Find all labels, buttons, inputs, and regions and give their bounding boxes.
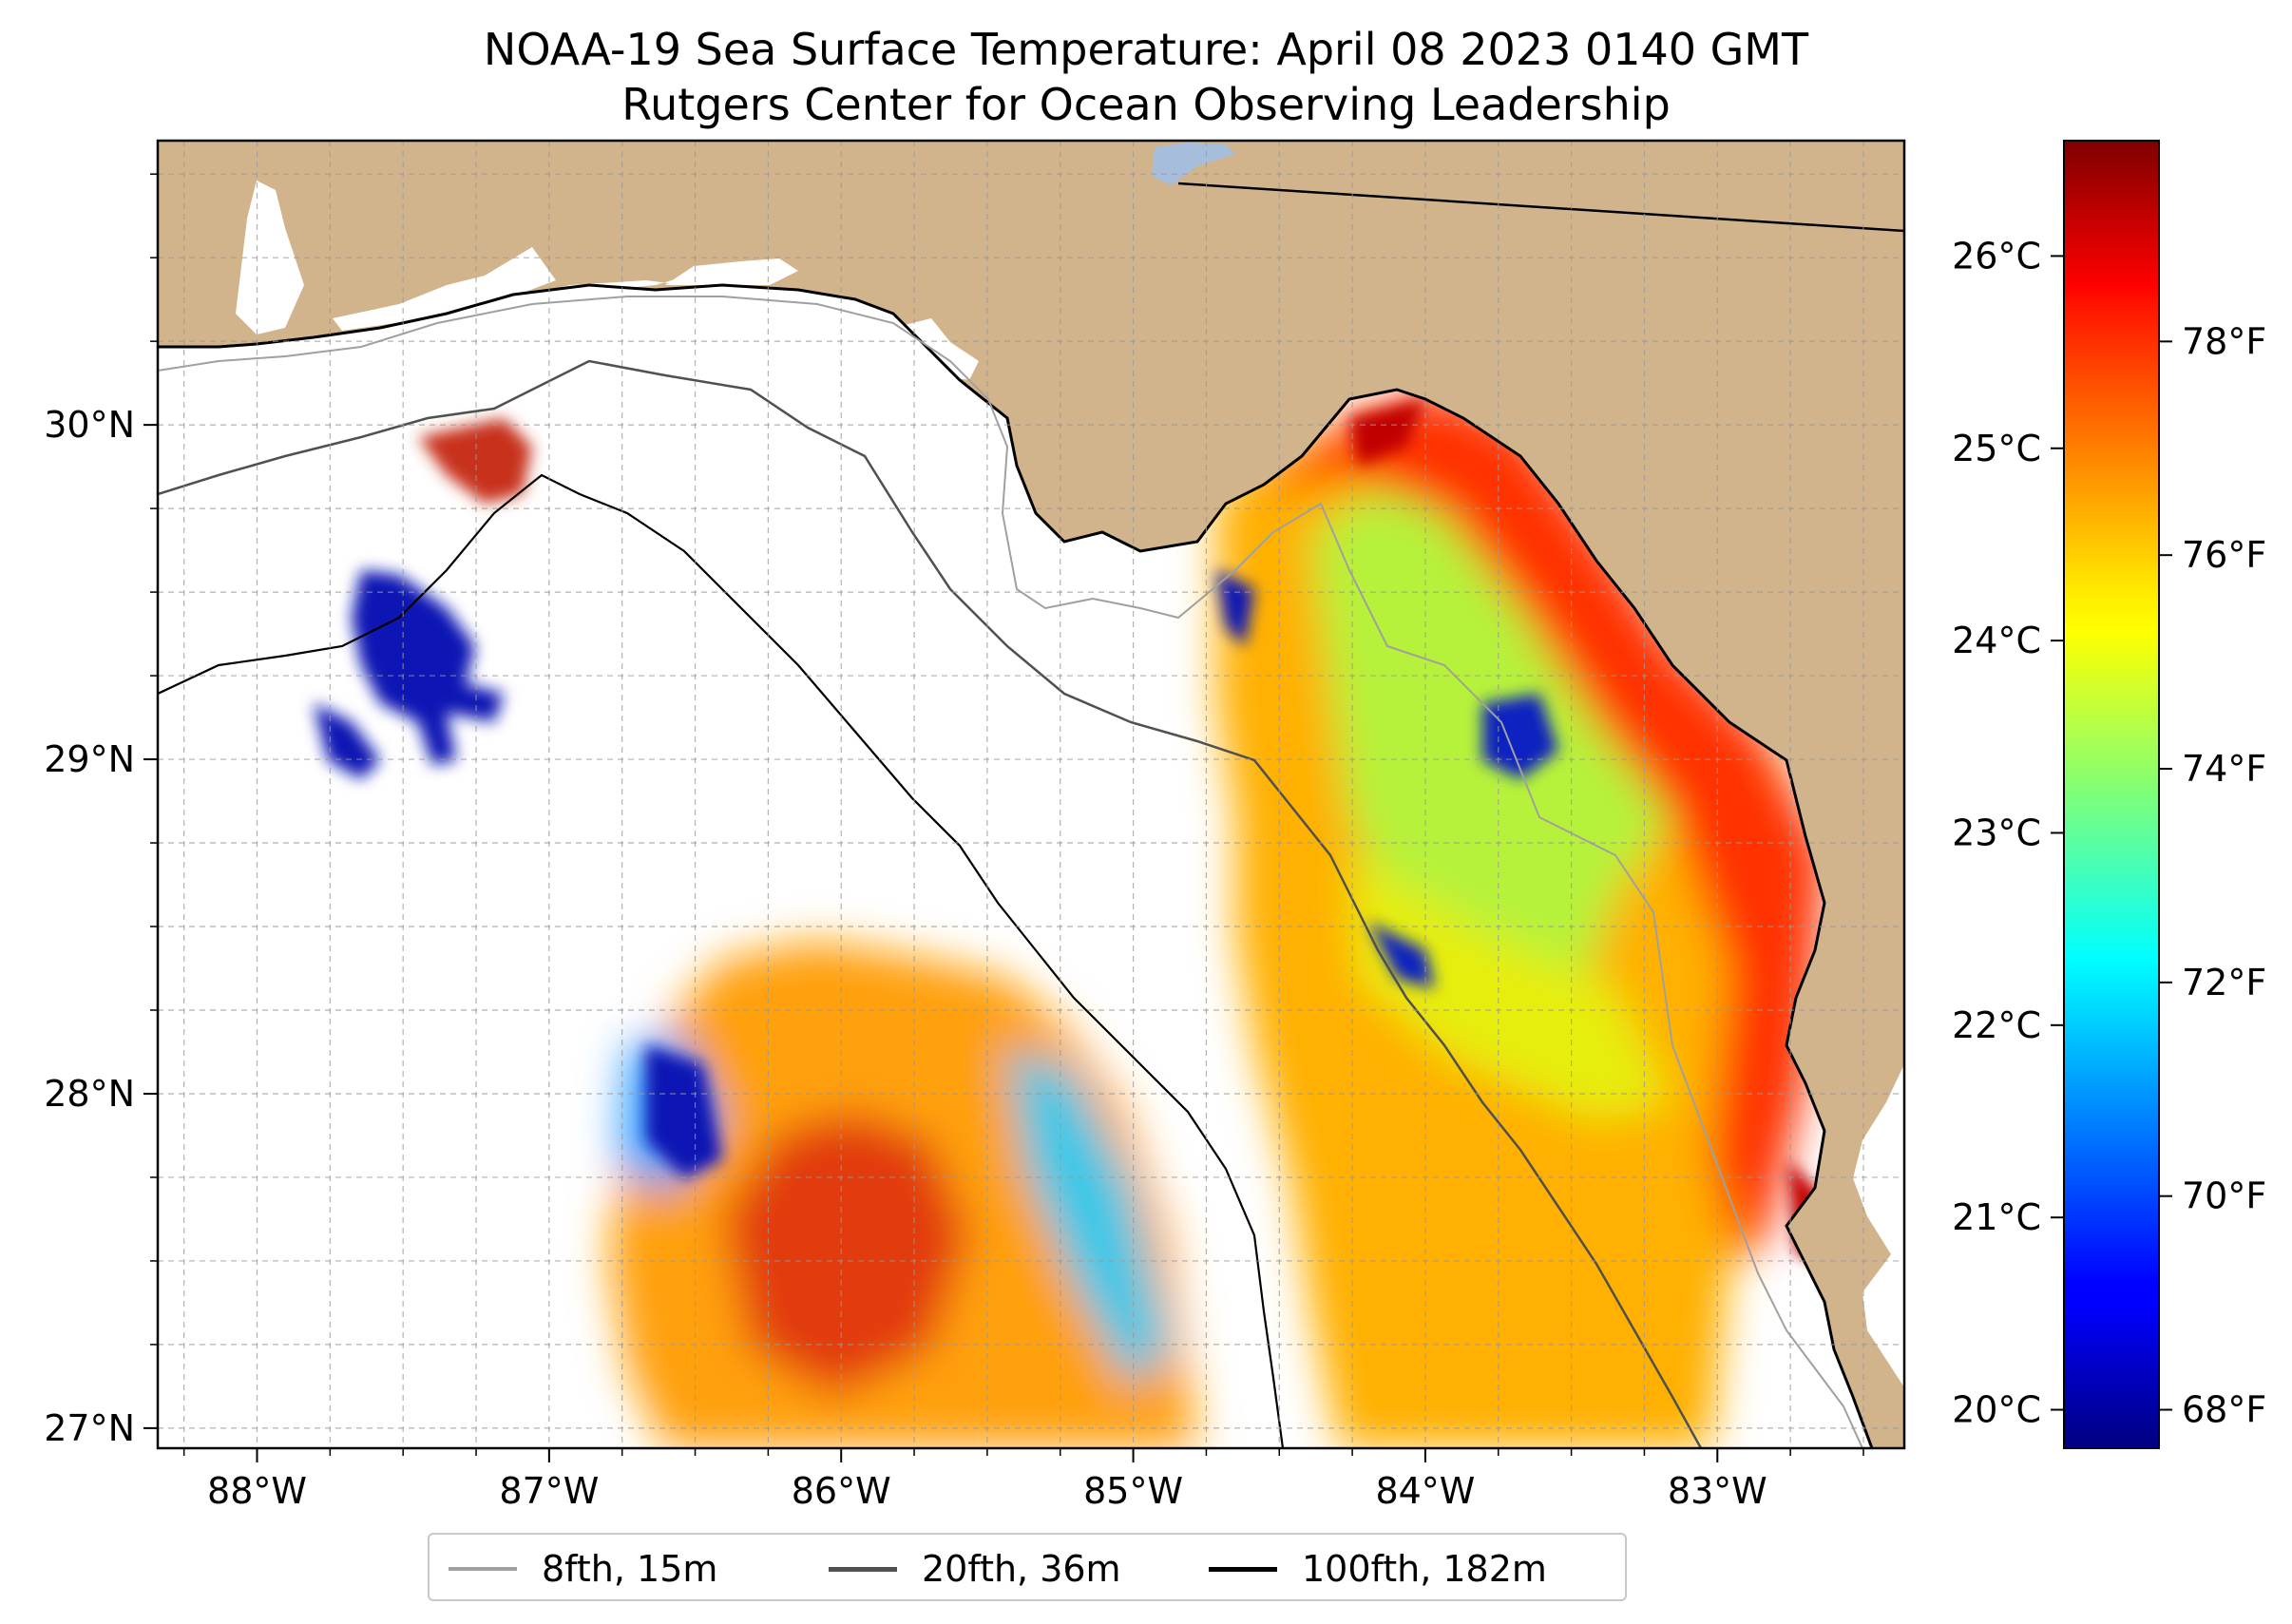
legend-label-100fth: 100fth, 182m	[1302, 1548, 1547, 1590]
tick-label-lat: 30°N	[44, 404, 135, 446]
colorbar-label-c: 24°C	[1952, 620, 2041, 661]
colorbar-label-f: 68°F	[2182, 1389, 2266, 1431]
tick-label-lon: 86°W	[792, 1470, 891, 1512]
contour-legend: 8fth, 15m 20fth, 36m 100fth, 182m	[428, 1533, 1627, 1601]
colorbar-label-c: 26°C	[1952, 235, 2041, 277]
legend-label-8fth: 8fth, 15m	[542, 1548, 718, 1590]
legend-item-8fth: 8fth, 15m	[449, 1535, 717, 1603]
land-mass	[158, 141, 1904, 1448]
map-frame	[156, 139, 1906, 1450]
sst-cold-patch-east-2	[1368, 922, 1435, 988]
colorbar-gradient	[2063, 140, 2160, 1449]
colorbar-label-f: 76°F	[2182, 534, 2266, 576]
sst-cold-pool-northwest	[352, 570, 504, 765]
sst-east-yellow-band	[1349, 855, 1672, 1121]
legend-swatch-20fth	[829, 1566, 897, 1572]
mobile-bay	[236, 181, 304, 334]
colorbar-label-f: 78°F	[2182, 320, 2266, 362]
state-boundary	[1177, 182, 1904, 233]
colorbar-label-f: 70°F	[2182, 1175, 2266, 1217]
perdido-pensacola-bay	[333, 247, 556, 331]
sst-cold-patch-east-3	[1216, 570, 1254, 646]
colorbar-label-c: 23°C	[1952, 812, 2041, 853]
colorbar-label-c: 22°C	[1952, 1004, 2041, 1046]
tick-label-lat: 27°N	[44, 1407, 135, 1449]
sst-warm-patch-bigbend	[1349, 399, 1425, 466]
sst-cold-patch-east-1	[1482, 694, 1558, 779]
contour-20fth	[158, 359, 1703, 1448]
colorbar-label-c: 21°C	[1952, 1196, 2041, 1238]
map-title-line-1: NOAA-19 Sea Surface Temperature: April 0…	[483, 24, 1809, 75]
legend-item-100fth: 100fth, 182m	[1209, 1535, 1547, 1603]
legend-swatch-8fth	[449, 1567, 517, 1571]
tick-label-lon: 87°W	[499, 1470, 599, 1512]
sst-southwest-cool-streak	[1007, 1045, 1169, 1387]
legend-swatch-100fth	[1209, 1566, 1277, 1572]
tick-label-lon: 88°W	[207, 1470, 307, 1512]
tick-label-lon: 83°W	[1668, 1470, 1767, 1512]
tick-label-lon: 85°W	[1083, 1470, 1183, 1512]
colorbar-label-c: 25°C	[1952, 428, 2041, 469]
sst-warm-patch-pensacola	[418, 418, 532, 504]
tick-label-lat: 28°N	[44, 1073, 135, 1115]
legend-label-20fth: 20fth, 36m	[922, 1548, 1121, 1590]
colorbar-label-f: 72°F	[2182, 962, 2266, 1003]
sst-southwest-warm-core	[722, 1112, 969, 1397]
tick-label-lon: 84°W	[1375, 1470, 1475, 1512]
contour-100fth	[158, 473, 1285, 1448]
colorbar-label-f: 74°F	[2182, 748, 2266, 790]
st-andrews-bay	[665, 258, 798, 285]
choctawhatchee-bay	[494, 271, 703, 306]
map-title-line-2: Rutgers Center for Ocean Observing Leade…	[621, 79, 1671, 130]
colorbar-label-c: 20°C	[1952, 1389, 2041, 1431]
sst-cold-patch-south	[646, 1045, 722, 1178]
legend-item-20fth: 20fth, 36m	[829, 1535, 1121, 1603]
coastline	[158, 283, 1874, 1448]
sst-field	[314, 390, 1843, 1448]
tick-label-lat: 29°N	[44, 738, 135, 780]
sst-coastal-warm-band	[1254, 390, 1824, 1264]
